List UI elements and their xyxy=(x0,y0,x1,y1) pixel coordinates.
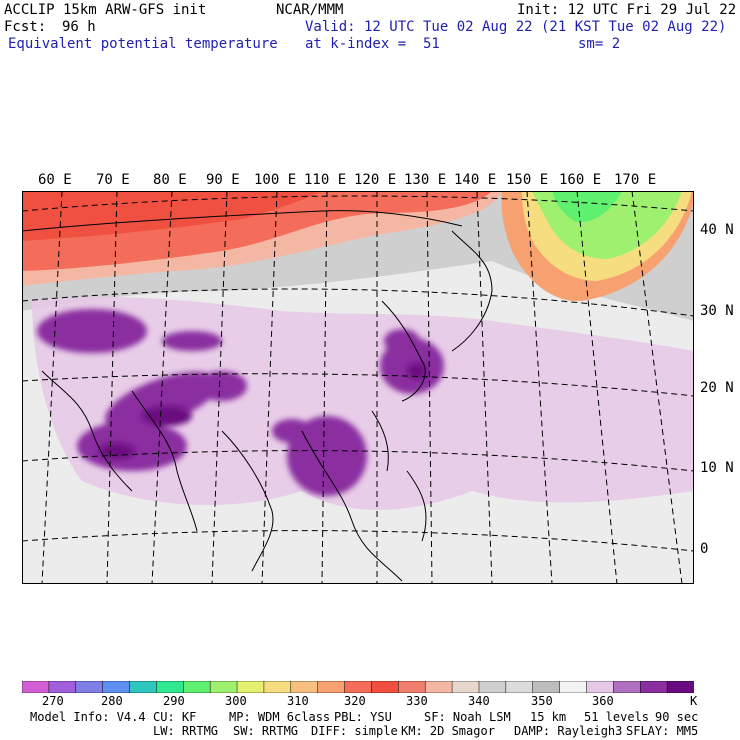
lat-label: 0 xyxy=(700,541,709,557)
footer-item: KM: 2D Smagor xyxy=(401,724,495,738)
footer-item: SFLAY: MM5 xyxy=(626,724,699,738)
theta-e-map xyxy=(22,191,694,584)
colorbar-swatch xyxy=(478,681,507,693)
colorbar xyxy=(22,681,694,693)
lon-label: 170 E xyxy=(614,172,657,188)
colorbar-swatch xyxy=(666,681,694,693)
colorbar-swatch xyxy=(505,681,534,693)
lon-label: 100 E xyxy=(254,172,297,188)
ne-green xyxy=(552,191,622,222)
lon-label: 90 E xyxy=(206,172,240,188)
org-label: NCAR/MMM xyxy=(276,2,344,18)
colorbar-swatch xyxy=(586,681,615,693)
colorbar-label: 270 xyxy=(42,694,64,708)
colorbar-swatch xyxy=(236,681,265,693)
colorbar-label: 330 xyxy=(406,694,428,708)
lon-label: 110 E xyxy=(304,172,347,188)
forecast-hours: 96 h xyxy=(62,19,96,35)
lon-label: 70 E xyxy=(96,172,130,188)
lon-label: 80 E xyxy=(153,172,187,188)
colorbar-swatch xyxy=(209,681,238,693)
footer-item: 15 km xyxy=(530,710,567,724)
lat-label: 40 N xyxy=(700,222,734,238)
colorbar-swatch xyxy=(639,681,668,693)
colorbar-swatch xyxy=(75,681,104,693)
colorbar-label: 280 xyxy=(101,694,123,708)
graticule xyxy=(22,191,694,584)
lon-label: 130 E xyxy=(404,172,447,188)
lon-label: 140 E xyxy=(454,172,497,188)
footer-item: 90 sec xyxy=(655,710,699,724)
colorbar-swatch xyxy=(48,681,77,693)
map-frame xyxy=(22,191,694,584)
colorbar-label: 360 xyxy=(592,694,614,708)
colorbar-swatch xyxy=(532,681,561,693)
colorbar-swatch xyxy=(317,681,346,693)
warm-core xyxy=(22,191,322,241)
colorbar-swatch xyxy=(102,681,131,693)
footer-item: Model Info: V4.4 xyxy=(30,710,146,724)
valid-time: Valid: 12 UTC Tue 02 Aug 22 (21 KST Tue … xyxy=(305,19,727,35)
colorbar-swatch xyxy=(613,681,641,693)
colorbar-swatch xyxy=(371,681,400,693)
footer-item: MP: WDM 6class xyxy=(229,710,331,724)
forecast-label: Fcst: xyxy=(4,19,47,35)
field-name: Equivalent potential temperature xyxy=(8,36,278,52)
colorbar-unit: K xyxy=(690,694,698,708)
lon-label: 160 E xyxy=(559,172,602,188)
colorbar-label: 300 xyxy=(225,694,247,708)
footer-item: SF: Noah LSM xyxy=(424,710,511,724)
lat-label: 10 N xyxy=(700,460,734,476)
lon-label: 60 E xyxy=(38,172,72,188)
smoothing-label: sm= 2 xyxy=(578,36,621,52)
colorbar-swatch xyxy=(344,681,373,693)
colorbar-swatch xyxy=(129,681,158,693)
footer-item: CU: KF xyxy=(153,710,197,724)
colorbar-swatch xyxy=(398,681,426,693)
colorbar-swatch xyxy=(22,681,50,693)
footer-item: 51 levels xyxy=(584,710,650,724)
footer-item: DAMP: Rayleigh3 xyxy=(514,724,623,738)
colorbar-swatch xyxy=(424,681,453,693)
colorbar-swatch xyxy=(559,681,588,693)
footer-item: PBL: YSU xyxy=(334,710,392,724)
colorbar-swatch xyxy=(290,681,319,693)
lon-label: 150 E xyxy=(506,172,549,188)
coastlines xyxy=(22,210,493,582)
lon-label: 120 E xyxy=(354,172,397,188)
footer-item: SW: RRTMG xyxy=(233,724,299,738)
colorbar-label: 290 xyxy=(163,694,185,708)
footer-item: LW: RRTMG xyxy=(153,724,219,738)
lat-label: 30 N xyxy=(700,303,734,319)
init-time: Init: 12 UTC Fri 29 Jul 22 xyxy=(517,2,737,18)
level-label: at k-index = 51 xyxy=(305,36,440,52)
colorbar-label: 340 xyxy=(468,694,490,708)
lat-label: 20 N xyxy=(700,380,734,396)
model-title: ACCLIP 15km ARW-GFS init xyxy=(4,2,207,18)
colorbar-swatch xyxy=(263,681,292,693)
footer-item: DIFF: simple xyxy=(311,724,398,738)
colorbar-label: 310 xyxy=(287,694,309,708)
colorbar-label: 320 xyxy=(344,694,366,708)
colorbar-swatch xyxy=(183,681,211,693)
colorbar-swatch xyxy=(156,681,185,693)
colorbar-label: 350 xyxy=(531,694,553,708)
high-theta-e-blobs xyxy=(37,309,444,496)
colorbar-swatch xyxy=(451,681,480,693)
